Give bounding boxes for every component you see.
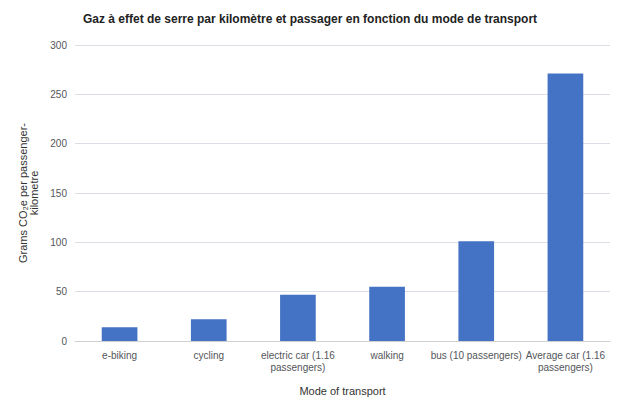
svg-text:250: 250: [50, 89, 67, 100]
svg-text:bus (10 passengers): bus (10 passengers): [431, 350, 522, 361]
svg-text:passengers): passengers): [538, 362, 593, 373]
svg-text:cycling: cycling: [193, 350, 224, 361]
svg-text:300: 300: [50, 40, 67, 51]
svg-text:walking: walking: [369, 350, 403, 361]
svg-text:passengers): passengers): [270, 362, 325, 373]
svg-text:e-biking: e-biking: [102, 350, 137, 361]
svg-text:0: 0: [61, 336, 67, 347]
svg-text:150: 150: [50, 188, 67, 199]
svg-text:200: 200: [50, 138, 67, 149]
svg-text:Average car (1.16: Average car (1.16: [526, 350, 606, 361]
svg-text:kilometre: kilometre: [28, 171, 40, 216]
svg-text:electric car (1.16: electric car (1.16: [261, 350, 335, 361]
svg-text:Gaz à effet de serre par kilom: Gaz à effet de serre par kilomètre et pa…: [83, 12, 537, 26]
svg-text:100: 100: [50, 237, 67, 248]
svg-text:Mode of transport: Mode of transport: [299, 385, 385, 397]
svg-text:Grams CO₂e per passenger-: Grams CO₂e per passenger-: [16, 123, 29, 263]
svg-text:50: 50: [56, 286, 68, 297]
